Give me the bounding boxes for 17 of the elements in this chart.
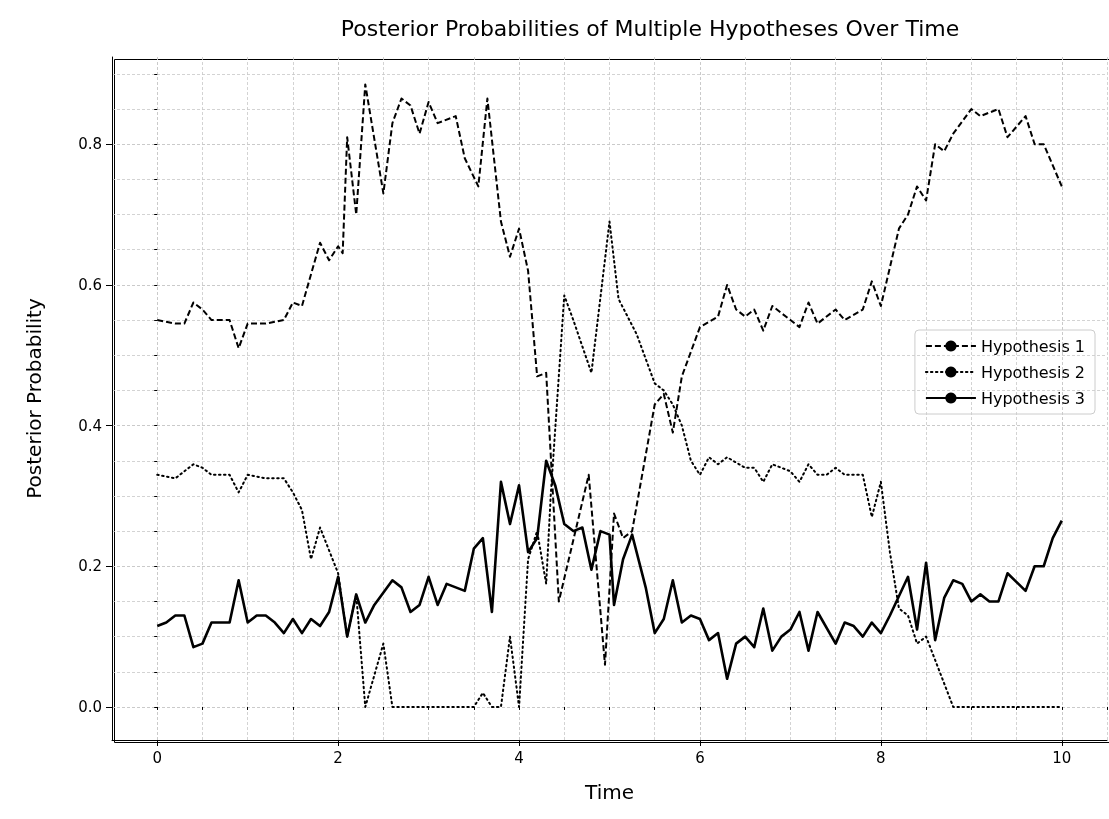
x-tick-label: 0 — [152, 748, 162, 767]
y-tick-label: 0.8 — [78, 135, 102, 154]
x-tick-label: 4 — [514, 748, 524, 767]
chart-title: Posterior Probabilities of Multiple Hypotheses Over Time — [340, 15, 960, 41]
legend-label: Hypothesis 2 — [980, 362, 1086, 382]
x-tick-label: 6 — [695, 748, 705, 767]
y-axis-title: Posterior Probability — [22, 298, 46, 499]
y-tick-label: 0.6 — [78, 275, 102, 294]
legend-label: Hypothesis 3 — [980, 388, 1086, 408]
x-tick-label: 2 — [333, 748, 343, 767]
x-tick-label: 8 — [876, 748, 886, 767]
x-axis-title: Time — [584, 780, 634, 804]
x-tick-label: 10 — [1052, 748, 1072, 767]
y-tick-label: 0.0 — [78, 697, 102, 716]
y-tick-label: 0.2 — [78, 557, 102, 576]
legend-label: Hypothesis 1 — [980, 336, 1086, 356]
y-tick-label: 0.4 — [78, 416, 102, 435]
